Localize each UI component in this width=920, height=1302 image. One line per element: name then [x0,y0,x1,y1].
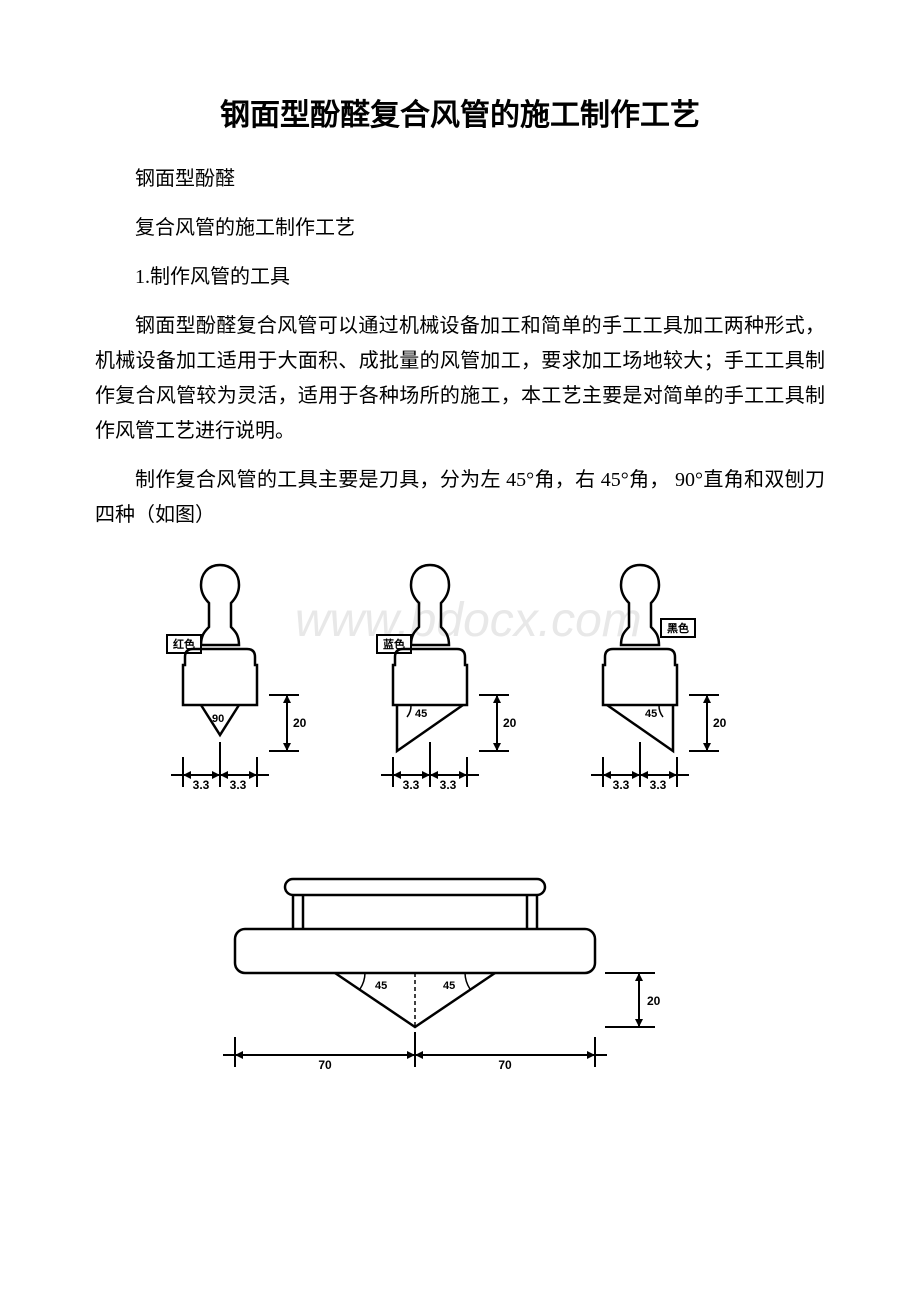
svg-text:20: 20 [293,716,307,730]
svg-text:3.3: 3.3 [403,778,420,792]
svg-text:90: 90 [212,713,224,725]
paragraph-3: 1.制作风管的工具 [95,260,825,295]
svg-text:45: 45 [375,980,387,992]
svg-text:45: 45 [443,980,455,992]
svg-text:45: 45 [645,708,657,720]
svg-text:3.3: 3.3 [650,778,667,792]
svg-text:3.3: 3.3 [440,778,457,792]
svg-text:3.3: 3.3 [613,778,630,792]
tool-diagram-bottom: 45 45 20 70 70 [175,867,735,1097]
svg-text:70: 70 [498,1058,512,1072]
svg-text:20: 20 [647,994,661,1008]
svg-text:黑色: 黑色 [667,621,689,635]
paragraph-2: 复合风管的施工制作工艺 [95,211,825,246]
svg-text:3.3: 3.3 [193,778,210,792]
tool-diagram-top: 红色 90 20 3.3 3.3 [155,557,795,857]
svg-text:45: 45 [415,708,427,720]
svg-text:70: 70 [318,1058,332,1072]
svg-text:3.3: 3.3 [230,778,247,792]
svg-text:20: 20 [713,716,727,730]
paragraph-4: 钢面型酚醛复合风管可以通过机械设备加工和简单的手工工具加工两种形式，机械设备加工… [95,309,825,449]
paragraph-5: 制作复合风管的工具主要是刀具，分为左 45°角，右 45°角， 90°直角和双刨… [95,463,825,533]
svg-text:20: 20 [503,716,517,730]
tool-diagram-area: www.bdocx.com 红色 90 20 [95,557,825,1097]
paragraph-1: 钢面型酚醛 [95,162,825,197]
page-title: 钢面型酚醛复合风管的施工制作工艺 [95,90,825,134]
